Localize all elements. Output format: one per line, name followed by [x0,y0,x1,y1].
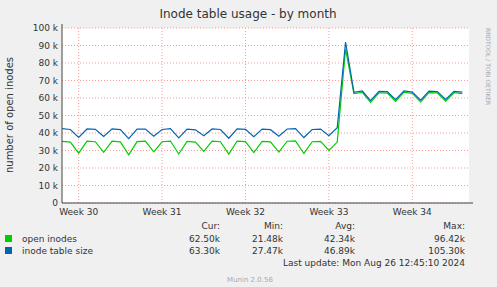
legend-header: Min: [264,221,283,231]
y-tick-label: 70 k [38,76,58,86]
x-tick-label: Week 30 [59,207,98,217]
legend-stat: 63.30k [189,246,221,256]
x-tick-label: Week 33 [309,207,348,217]
series-line [62,42,462,139]
background [0,0,497,287]
legend-label: inode table size [22,246,93,256]
grid-line [62,28,469,29]
legend-stat: 42.34k [324,234,356,244]
x-axis [62,203,473,204]
grid-line [62,45,469,46]
y-tick-label: 40 k [38,128,58,138]
legend-swatch [5,235,12,242]
y-label: number of open inodes [4,57,15,173]
grid-line [62,115,469,116]
x-tick-label: Week 31 [143,207,182,217]
legend-stat: 62.50k [189,234,221,244]
grid-line [245,28,246,203]
footer: Munin 2.0.56 [227,276,273,284]
y-tick-label: 10 k [38,181,58,191]
grid-line [412,28,413,203]
legend-stat: 96.42k [434,234,466,244]
grid-line [62,98,469,99]
title: Inode table usage - by month [159,7,336,21]
legend-header: Cur: [201,221,220,231]
last-update: Last update: Mon Aug 26 12:45:10 2024 [283,258,465,268]
grid-line [62,150,469,151]
legend-header: Avg: [335,221,355,231]
grid-line [62,80,469,81]
y-tick-label: 60 k [38,93,58,103]
plot-area [62,28,469,203]
series-line [62,49,462,155]
grid-line [62,185,469,186]
grid-line [162,28,163,203]
grid-line [62,168,469,169]
grid-line [62,63,469,64]
legend-label: open inodes [22,234,77,244]
y-tick-label: 30 k [38,146,58,156]
y-tick-label: 100 k [33,23,59,33]
y-tick-label: 20 k [38,163,58,173]
legend-stat: 46.89k [324,246,356,256]
y-tick-label: 50 k [38,111,58,121]
legend-swatch [5,247,12,254]
grid-line [78,28,79,203]
x-tick-label: Week 34 [393,207,432,217]
legend-stat: 21.48k [252,234,284,244]
grid-line [328,28,329,203]
y-tick-label: 80 k [38,58,58,68]
series-group [62,42,462,155]
y-tick-label: 90 k [38,41,58,51]
legend-stat: 27.47k [252,246,284,256]
x-tick-label: Week 32 [226,207,265,217]
y-axis [62,24,63,203]
watermark: RRDTOOL / TOBI OETIKER [485,28,492,105]
legend-stat: 105.30k [428,246,465,256]
y-tick-label: 0 [52,198,58,208]
chart: Inode table usage - by month number of op… [0,0,497,287]
legend-header: Max: [443,221,465,231]
